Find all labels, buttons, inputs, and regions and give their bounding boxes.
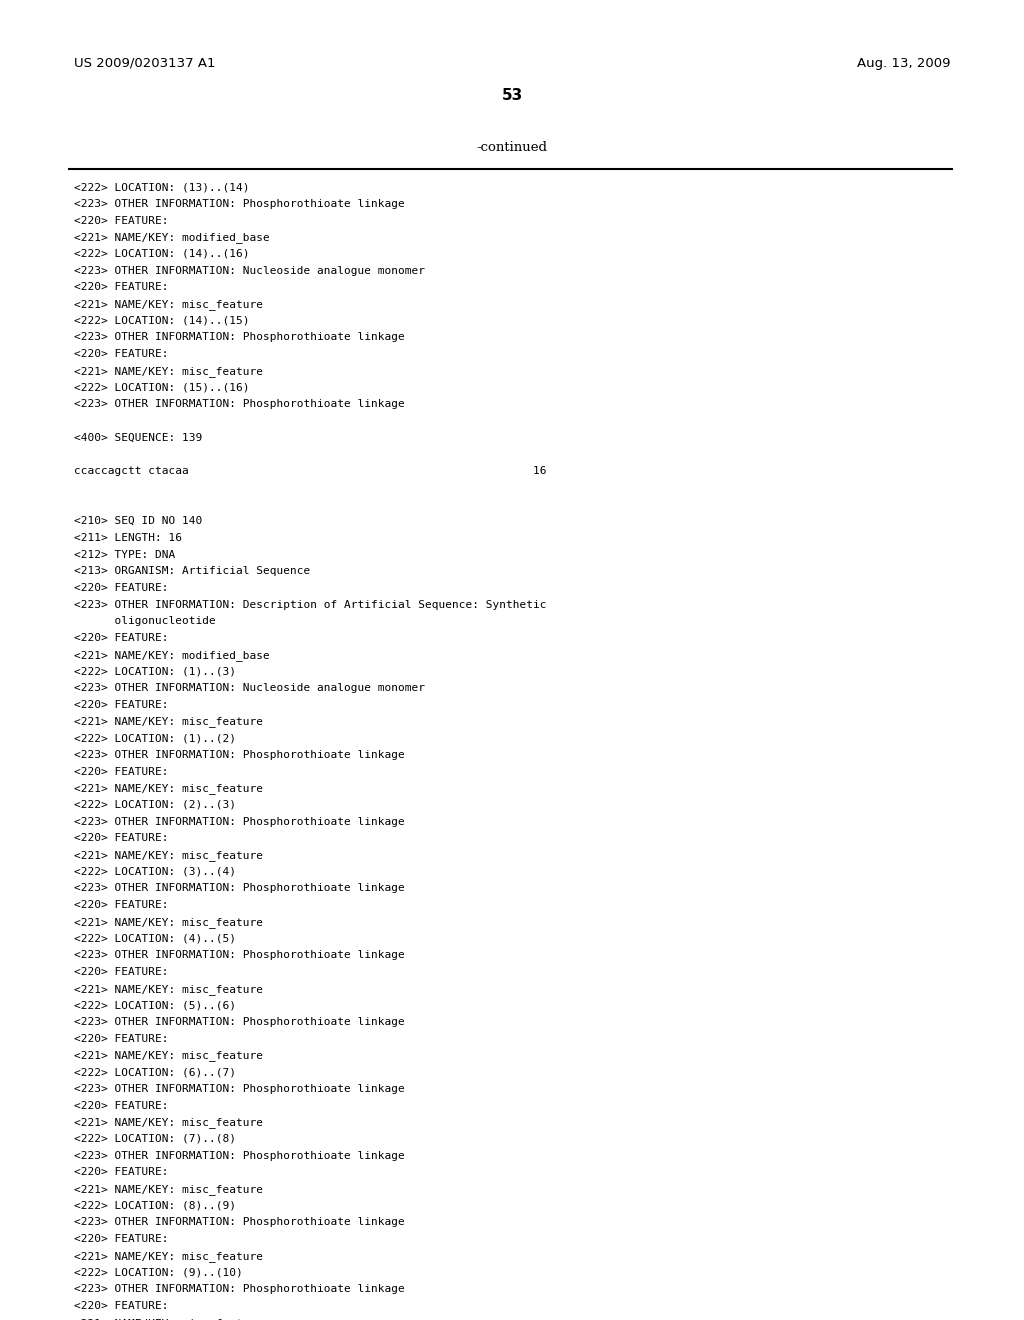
Text: <223> OTHER INFORMATION: Phosphorothioate linkage: <223> OTHER INFORMATION: Phosphorothioat…	[74, 883, 404, 894]
Text: <221> NAME/KEY: misc_feature: <221> NAME/KEY: misc_feature	[74, 366, 263, 376]
Text: <220> FEATURE:: <220> FEATURE:	[74, 968, 168, 977]
Text: <222> LOCATION: (5)..(6): <222> LOCATION: (5)..(6)	[74, 1001, 236, 1010]
Text: <223> OTHER INFORMATION: Phosphorothioate linkage: <223> OTHER INFORMATION: Phosphorothioat…	[74, 1016, 404, 1027]
Text: <222> LOCATION: (9)..(10): <222> LOCATION: (9)..(10)	[74, 1267, 243, 1278]
Text: <222> LOCATION: (7)..(8): <222> LOCATION: (7)..(8)	[74, 1134, 236, 1144]
Text: <220> FEATURE:: <220> FEATURE:	[74, 215, 168, 226]
Text: <222> LOCATION: (1)..(3): <222> LOCATION: (1)..(3)	[74, 667, 236, 676]
Text: <223> OTHER INFORMATION: Nucleoside analogue monomer: <223> OTHER INFORMATION: Nucleoside anal…	[74, 684, 425, 693]
Text: <221> NAME/KEY: misc_feature: <221> NAME/KEY: misc_feature	[74, 1317, 263, 1320]
Text: <400> SEQUENCE: 139: <400> SEQUENCE: 139	[74, 433, 202, 442]
Text: <223> OTHER INFORMATION: Description of Artificial Sequence: Synthetic: <223> OTHER INFORMATION: Description of …	[74, 599, 546, 610]
Text: <223> OTHER INFORMATION: Phosphorothioate linkage: <223> OTHER INFORMATION: Phosphorothioat…	[74, 199, 404, 209]
Text: <211> LENGTH: 16: <211> LENGTH: 16	[74, 533, 181, 543]
Text: <222> LOCATION: (1)..(2): <222> LOCATION: (1)..(2)	[74, 733, 236, 743]
Text: <220> FEATURE:: <220> FEATURE:	[74, 1101, 168, 1110]
Text: <223> OTHER INFORMATION: Phosphorothioate linkage: <223> OTHER INFORMATION: Phosphorothioat…	[74, 817, 404, 826]
Text: <222> LOCATION: (14)..(16): <222> LOCATION: (14)..(16)	[74, 249, 249, 259]
Text: <223> OTHER INFORMATION: Phosphorothioate linkage: <223> OTHER INFORMATION: Phosphorothioat…	[74, 950, 404, 960]
Text: <223> OTHER INFORMATION: Phosphorothioate linkage: <223> OTHER INFORMATION: Phosphorothioat…	[74, 399, 404, 409]
Text: <221> NAME/KEY: misc_feature: <221> NAME/KEY: misc_feature	[74, 1184, 263, 1195]
Text: <223> OTHER INFORMATION: Phosphorothioate linkage: <223> OTHER INFORMATION: Phosphorothioat…	[74, 1217, 404, 1228]
Text: <222> LOCATION: (8)..(9): <222> LOCATION: (8)..(9)	[74, 1201, 236, 1210]
Text: <213> ORGANISM: Artificial Sequence: <213> ORGANISM: Artificial Sequence	[74, 566, 310, 577]
Text: <221> NAME/KEY: misc_feature: <221> NAME/KEY: misc_feature	[74, 917, 263, 928]
Text: <220> FEATURE:: <220> FEATURE:	[74, 1302, 168, 1311]
Text: <223> OTHER INFORMATION: Phosphorothioate linkage: <223> OTHER INFORMATION: Phosphorothioat…	[74, 750, 404, 760]
Text: <220> FEATURE:: <220> FEATURE:	[74, 282, 168, 292]
Text: <220> FEATURE:: <220> FEATURE:	[74, 634, 168, 643]
Text: <221> NAME/KEY: misc_feature: <221> NAME/KEY: misc_feature	[74, 983, 263, 994]
Text: <222> LOCATION: (2)..(3): <222> LOCATION: (2)..(3)	[74, 800, 236, 810]
Text: <221> NAME/KEY: misc_feature: <221> NAME/KEY: misc_feature	[74, 783, 263, 795]
Text: <220> FEATURE:: <220> FEATURE:	[74, 900, 168, 911]
Text: <221> NAME/KEY: misc_feature: <221> NAME/KEY: misc_feature	[74, 850, 263, 861]
Text: <221> NAME/KEY: misc_feature: <221> NAME/KEY: misc_feature	[74, 300, 263, 310]
Text: <221> NAME/KEY: misc_feature: <221> NAME/KEY: misc_feature	[74, 717, 263, 727]
Text: Aug. 13, 2009: Aug. 13, 2009	[857, 57, 950, 70]
Text: <222> LOCATION: (3)..(4): <222> LOCATION: (3)..(4)	[74, 867, 236, 876]
Text: <220> FEATURE:: <220> FEATURE:	[74, 583, 168, 593]
Text: <220> FEATURE:: <220> FEATURE:	[74, 348, 168, 359]
Text: -continued: -continued	[476, 141, 548, 154]
Text: <223> OTHER INFORMATION: Phosphorothioate linkage: <223> OTHER INFORMATION: Phosphorothioat…	[74, 333, 404, 342]
Text: <220> FEATURE:: <220> FEATURE:	[74, 767, 168, 776]
Text: oligonucleotide: oligonucleotide	[74, 616, 215, 626]
Text: <220> FEATURE:: <220> FEATURE:	[74, 1167, 168, 1177]
Text: <220> FEATURE:: <220> FEATURE:	[74, 1234, 168, 1245]
Text: 53: 53	[502, 87, 522, 103]
Text: <210> SEQ ID NO 140: <210> SEQ ID NO 140	[74, 516, 202, 527]
Text: <221> NAME/KEY: misc_feature: <221> NAME/KEY: misc_feature	[74, 1251, 263, 1262]
Text: <221> NAME/KEY: misc_feature: <221> NAME/KEY: misc_feature	[74, 1117, 263, 1129]
Text: <222> LOCATION: (15)..(16): <222> LOCATION: (15)..(16)	[74, 383, 249, 392]
Text: <223> OTHER INFORMATION: Phosphorothioate linkage: <223> OTHER INFORMATION: Phosphorothioat…	[74, 1284, 404, 1294]
Text: <222> LOCATION: (4)..(5): <222> LOCATION: (4)..(5)	[74, 933, 236, 944]
Text: <222> LOCATION: (14)..(15): <222> LOCATION: (14)..(15)	[74, 315, 249, 326]
Text: <220> FEATURE:: <220> FEATURE:	[74, 700, 168, 710]
Text: <220> FEATURE:: <220> FEATURE:	[74, 833, 168, 843]
Text: <222> LOCATION: (13)..(14): <222> LOCATION: (13)..(14)	[74, 182, 249, 193]
Text: <221> NAME/KEY: modified_base: <221> NAME/KEY: modified_base	[74, 649, 269, 660]
Text: <223> OTHER INFORMATION: Phosphorothioate linkage: <223> OTHER INFORMATION: Phosphorothioat…	[74, 1151, 404, 1160]
Text: <212> TYPE: DNA: <212> TYPE: DNA	[74, 549, 175, 560]
Text: <221> NAME/KEY: modified_base: <221> NAME/KEY: modified_base	[74, 232, 269, 243]
Text: <223> OTHER INFORMATION: Phosphorothioate linkage: <223> OTHER INFORMATION: Phosphorothioat…	[74, 1084, 404, 1094]
Text: US 2009/0203137 A1: US 2009/0203137 A1	[74, 57, 215, 70]
Text: <220> FEATURE:: <220> FEATURE:	[74, 1034, 168, 1044]
Text: <221> NAME/KEY: misc_feature: <221> NAME/KEY: misc_feature	[74, 1051, 263, 1061]
Text: ccaccagctt ctacaa                                                   16: ccaccagctt ctacaa 16	[74, 466, 546, 477]
Text: <222> LOCATION: (6)..(7): <222> LOCATION: (6)..(7)	[74, 1067, 236, 1077]
Text: <223> OTHER INFORMATION: Nucleoside analogue monomer: <223> OTHER INFORMATION: Nucleoside anal…	[74, 265, 425, 276]
